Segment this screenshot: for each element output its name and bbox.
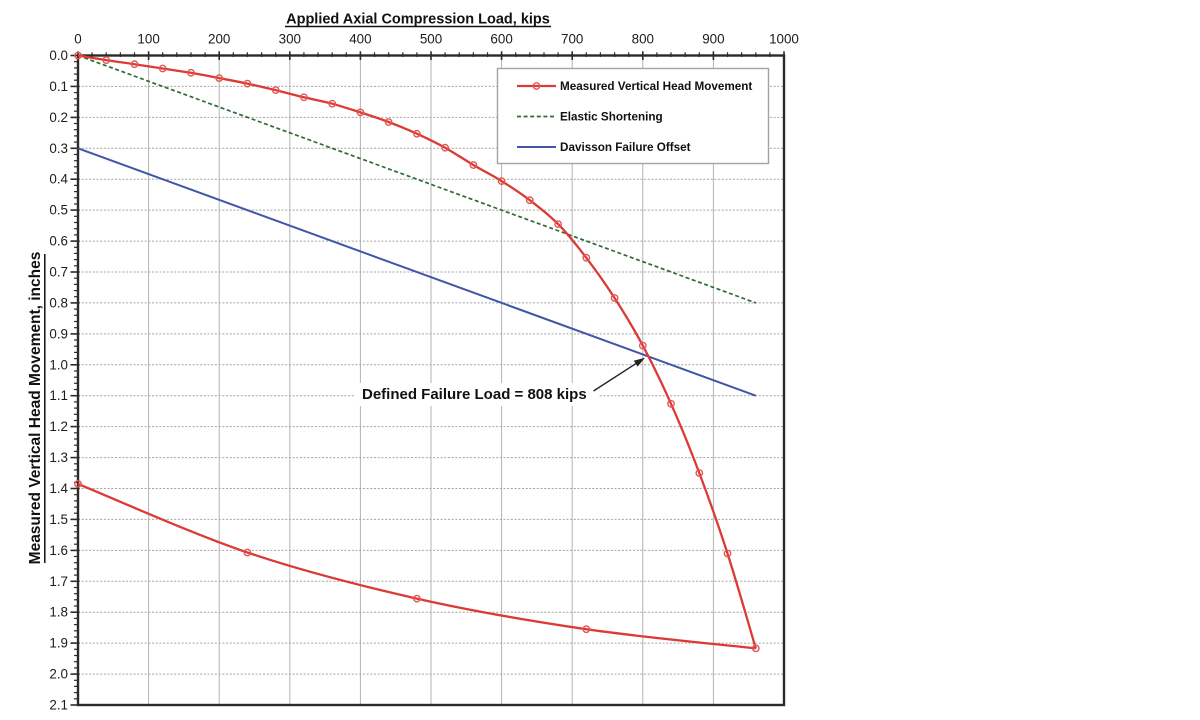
svg-text:300: 300 bbox=[279, 32, 301, 47]
svg-text:0.6: 0.6 bbox=[49, 234, 68, 249]
svg-text:400: 400 bbox=[349, 32, 371, 47]
svg-text:1.5: 1.5 bbox=[49, 512, 68, 527]
svg-text:1.3: 1.3 bbox=[49, 450, 68, 465]
svg-text:0.5: 0.5 bbox=[49, 203, 68, 218]
svg-text:1.9: 1.9 bbox=[49, 636, 68, 651]
svg-text:0.2: 0.2 bbox=[49, 110, 68, 125]
svg-text:0.4: 0.4 bbox=[49, 172, 68, 187]
svg-text:2.0: 2.0 bbox=[49, 667, 68, 682]
svg-text:1.7: 1.7 bbox=[49, 574, 68, 589]
svg-text:0.0: 0.0 bbox=[49, 48, 68, 63]
svg-text:0: 0 bbox=[74, 32, 81, 47]
svg-text:0.1: 0.1 bbox=[49, 79, 68, 94]
svg-text:800: 800 bbox=[632, 32, 654, 47]
svg-text:Elastic Shortening: Elastic Shortening bbox=[560, 111, 663, 124]
svg-text:500: 500 bbox=[420, 32, 442, 47]
svg-text:Defined Failure Load = 808 kip: Defined Failure Load = 808 kips bbox=[362, 386, 587, 403]
svg-text:2.1: 2.1 bbox=[49, 698, 68, 713]
svg-text:Davisson Failure Offset: Davisson Failure Offset bbox=[560, 141, 691, 154]
svg-text:100: 100 bbox=[137, 32, 159, 47]
svg-text:1.0: 1.0 bbox=[49, 357, 68, 372]
svg-text:1.1: 1.1 bbox=[49, 388, 68, 403]
svg-text:200: 200 bbox=[208, 32, 230, 47]
svg-text:1.6: 1.6 bbox=[49, 543, 68, 558]
svg-text:600: 600 bbox=[490, 32, 512, 47]
svg-text:900: 900 bbox=[702, 32, 724, 47]
svg-text:1.4: 1.4 bbox=[49, 481, 68, 496]
svg-text:Measured Vertical Head Movemen: Measured Vertical Head Movement bbox=[560, 80, 752, 93]
svg-text:Measured Vertical Head Movemen: Measured Vertical Head Movement, inches bbox=[27, 252, 44, 565]
svg-text:Applied Axial Compression Load: Applied Axial Compression Load, kips bbox=[286, 12, 550, 28]
svg-text:0.8: 0.8 bbox=[49, 295, 68, 310]
svg-text:1.2: 1.2 bbox=[49, 419, 68, 434]
svg-text:0.3: 0.3 bbox=[49, 141, 68, 156]
svg-text:700: 700 bbox=[561, 32, 583, 47]
svg-text:0.9: 0.9 bbox=[49, 326, 68, 341]
svg-text:1000: 1000 bbox=[769, 32, 799, 47]
svg-text:0.7: 0.7 bbox=[49, 265, 68, 280]
svg-text:1.8: 1.8 bbox=[49, 605, 68, 620]
